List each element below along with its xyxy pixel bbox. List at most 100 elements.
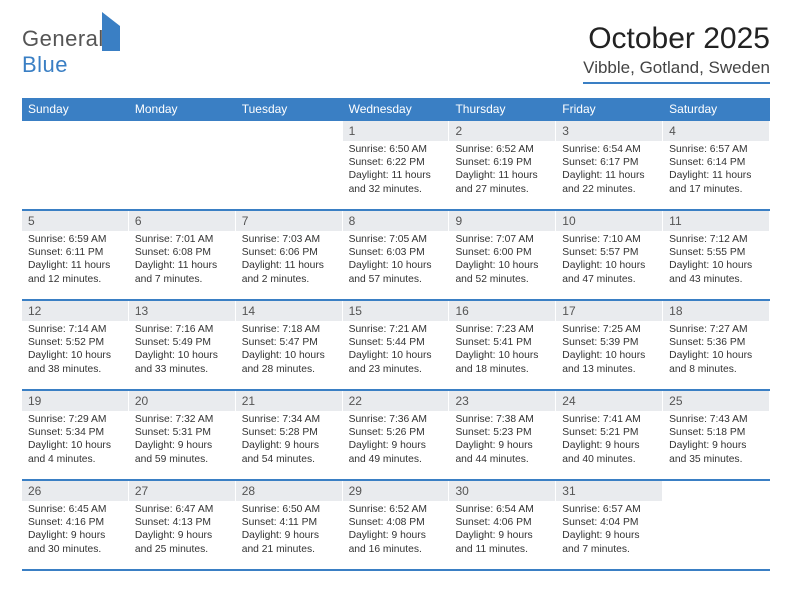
day-number: 6 (129, 211, 235, 231)
week-row: 1Sunrise: 6:50 AMSunset: 6:22 PMDaylight… (22, 121, 770, 211)
sunrise-text: Sunrise: 7:18 AM (242, 323, 336, 336)
sunrise-text: Sunrise: 7:16 AM (135, 323, 229, 336)
day-details: Sunrise: 7:29 AMSunset: 5:34 PMDaylight:… (22, 413, 128, 466)
sunrise-text: Sunrise: 7:23 AM (455, 323, 549, 336)
day-cell: 2Sunrise: 6:52 AMSunset: 6:19 PMDaylight… (449, 121, 556, 209)
day-details: Sunrise: 7:18 AMSunset: 5:47 PMDaylight:… (236, 323, 342, 376)
sunset-text: Sunset: 5:47 PM (242, 336, 336, 349)
sunrise-text: Sunrise: 7:41 AM (562, 413, 656, 426)
weekday-header: Wednesday (343, 98, 450, 121)
day-number: 18 (663, 301, 769, 321)
calendar-grid: Sunday Monday Tuesday Wednesday Thursday… (22, 98, 770, 571)
day-details: Sunrise: 6:50 AMSunset: 6:22 PMDaylight:… (343, 143, 449, 196)
day-details: Sunrise: 6:59 AMSunset: 6:11 PMDaylight:… (22, 233, 128, 286)
sunset-text: Sunset: 6:11 PM (28, 246, 122, 259)
day-cell: 1Sunrise: 6:50 AMSunset: 6:22 PMDaylight… (343, 121, 450, 209)
day-number: 8 (343, 211, 449, 231)
daylight-text: Daylight: 9 hours and 16 minutes. (349, 529, 443, 555)
sunset-text: Sunset: 5:52 PM (28, 336, 122, 349)
day-cell: 30Sunrise: 6:54 AMSunset: 4:06 PMDayligh… (449, 481, 556, 569)
sunrise-text: Sunrise: 7:27 AM (669, 323, 763, 336)
sunrise-text: Sunrise: 6:50 AM (242, 503, 336, 516)
day-number: 25 (663, 391, 769, 411)
sunrise-text: Sunrise: 7:29 AM (28, 413, 122, 426)
day-details: Sunrise: 7:01 AMSunset: 6:08 PMDaylight:… (129, 233, 235, 286)
day-number: 28 (236, 481, 342, 501)
day-number: 21 (236, 391, 342, 411)
sunset-text: Sunset: 5:21 PM (562, 426, 656, 439)
sunset-text: Sunset: 4:16 PM (28, 516, 122, 529)
daylight-text: Daylight: 9 hours and 35 minutes. (669, 439, 763, 465)
sunset-text: Sunset: 5:41 PM (455, 336, 549, 349)
daylight-text: Daylight: 11 hours and 27 minutes. (455, 169, 549, 195)
sunrise-text: Sunrise: 7:36 AM (349, 413, 443, 426)
weekday-header-row: Sunday Monday Tuesday Wednesday Thursday… (22, 98, 770, 121)
daylight-text: Daylight: 10 hours and 23 minutes. (349, 349, 443, 375)
day-number: 23 (449, 391, 555, 411)
sunrise-text: Sunrise: 7:03 AM (242, 233, 336, 246)
logo-word-2: Blue (22, 52, 68, 77)
sunset-text: Sunset: 6:14 PM (669, 156, 763, 169)
weekday-header: Sunday (22, 98, 129, 121)
sunrise-text: Sunrise: 6:52 AM (455, 143, 549, 156)
daylight-text: Daylight: 10 hours and 52 minutes. (455, 259, 549, 285)
daylight-text: Daylight: 10 hours and 47 minutes. (562, 259, 656, 285)
sunset-text: Sunset: 4:13 PM (135, 516, 229, 529)
day-number: 10 (556, 211, 662, 231)
day-cell: 21Sunrise: 7:34 AMSunset: 5:28 PMDayligh… (236, 391, 343, 479)
daylight-text: Daylight: 9 hours and 30 minutes. (28, 529, 122, 555)
sunrise-text: Sunrise: 7:10 AM (562, 233, 656, 246)
sunset-text: Sunset: 6:17 PM (562, 156, 656, 169)
sunset-text: Sunset: 5:49 PM (135, 336, 229, 349)
day-number: 15 (343, 301, 449, 321)
sunset-text: Sunset: 5:34 PM (28, 426, 122, 439)
sunset-text: Sunset: 6:22 PM (349, 156, 443, 169)
sunrise-text: Sunrise: 7:34 AM (242, 413, 336, 426)
day-number: 17 (556, 301, 662, 321)
day-cell: 26Sunrise: 6:45 AMSunset: 4:16 PMDayligh… (22, 481, 129, 569)
day-details: Sunrise: 6:47 AMSunset: 4:13 PMDaylight:… (129, 503, 235, 556)
daylight-text: Daylight: 10 hours and 28 minutes. (242, 349, 336, 375)
week-row: 12Sunrise: 7:14 AMSunset: 5:52 PMDayligh… (22, 301, 770, 391)
daylight-text: Daylight: 9 hours and 44 minutes. (455, 439, 549, 465)
daylight-text: Daylight: 10 hours and 57 minutes. (349, 259, 443, 285)
day-number: 26 (22, 481, 128, 501)
sunset-text: Sunset: 5:55 PM (669, 246, 763, 259)
day-cell: 5Sunrise: 6:59 AMSunset: 6:11 PMDaylight… (22, 211, 129, 299)
weekday-header: Friday (556, 98, 663, 121)
daylight-text: Daylight: 9 hours and 11 minutes. (455, 529, 549, 555)
daylight-text: Daylight: 9 hours and 49 minutes. (349, 439, 443, 465)
day-details: Sunrise: 6:54 AMSunset: 4:06 PMDaylight:… (449, 503, 555, 556)
day-details: Sunrise: 6:52 AMSunset: 4:08 PMDaylight:… (343, 503, 449, 556)
sunrise-text: Sunrise: 7:38 AM (455, 413, 549, 426)
sunset-text: Sunset: 5:18 PM (669, 426, 763, 439)
sunrise-text: Sunrise: 6:50 AM (349, 143, 443, 156)
sunrise-text: Sunrise: 7:43 AM (669, 413, 763, 426)
day-cell (236, 121, 343, 209)
daylight-text: Daylight: 9 hours and 59 minutes. (135, 439, 229, 465)
logo-text: General Blue (22, 26, 120, 78)
sunrise-text: Sunrise: 7:32 AM (135, 413, 229, 426)
week-row: 26Sunrise: 6:45 AMSunset: 4:16 PMDayligh… (22, 481, 770, 571)
daylight-text: Daylight: 10 hours and 33 minutes. (135, 349, 229, 375)
daylight-text: Daylight: 10 hours and 38 minutes. (28, 349, 122, 375)
day-number: 3 (556, 121, 662, 141)
day-details: Sunrise: 7:07 AMSunset: 6:00 PMDaylight:… (449, 233, 555, 286)
day-cell: 7Sunrise: 7:03 AMSunset: 6:06 PMDaylight… (236, 211, 343, 299)
sunrise-text: Sunrise: 6:57 AM (669, 143, 763, 156)
day-cell: 10Sunrise: 7:10 AMSunset: 5:57 PMDayligh… (556, 211, 663, 299)
day-cell: 14Sunrise: 7:18 AMSunset: 5:47 PMDayligh… (236, 301, 343, 389)
sunset-text: Sunset: 6:19 PM (455, 156, 549, 169)
sunrise-text: Sunrise: 7:07 AM (455, 233, 549, 246)
day-details: Sunrise: 7:38 AMSunset: 5:23 PMDaylight:… (449, 413, 555, 466)
daylight-text: Daylight: 10 hours and 13 minutes. (562, 349, 656, 375)
day-cell: 31Sunrise: 6:57 AMSunset: 4:04 PMDayligh… (556, 481, 663, 569)
day-cell: 25 Sunrise: 7:43 AMSunset: 5:18 PMDayligh… (663, 391, 770, 479)
day-number: 24 (556, 391, 662, 411)
day-cell: 9Sunrise: 7:07 AMSunset: 6:00 PMDaylight… (449, 211, 556, 299)
day-cell: 19Sunrise: 7:29 AMSunset: 5:34 PMDayligh… (22, 391, 129, 479)
day-details: Sunrise: 7:27 AMSunset: 5:36 PMDaylight:… (663, 323, 769, 376)
day-number: 19 (22, 391, 128, 411)
day-number: 4 (663, 121, 769, 141)
sunset-text: Sunset: 5:28 PM (242, 426, 336, 439)
